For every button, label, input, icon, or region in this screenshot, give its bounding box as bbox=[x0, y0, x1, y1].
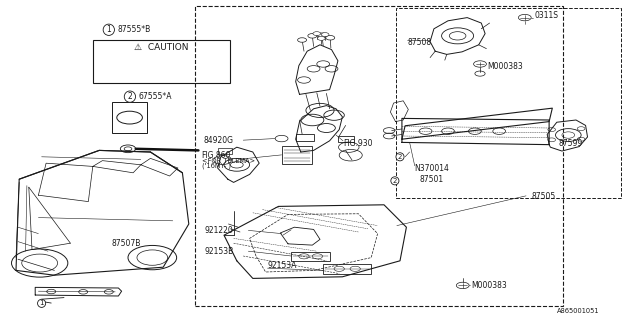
Bar bbox=[396, 8, 621, 198]
Text: 92153A: 92153A bbox=[268, 261, 297, 270]
Circle shape bbox=[326, 36, 335, 40]
Text: FIG.860: FIG.860 bbox=[202, 151, 231, 160]
Circle shape bbox=[317, 33, 326, 37]
Text: 2: 2 bbox=[393, 178, 397, 184]
Text: FIG.930: FIG.930 bbox=[343, 139, 372, 148]
Text: A865001051: A865001051 bbox=[557, 308, 599, 314]
Bar bbox=[93, 40, 230, 83]
Text: 87508: 87508 bbox=[407, 38, 431, 47]
Text: 92153B: 92153B bbox=[205, 247, 234, 256]
Text: <FOR TELEMA>: <FOR TELEMA> bbox=[202, 158, 255, 164]
Text: 87507B: 87507B bbox=[112, 239, 141, 248]
Bar bbox=[291, 252, 330, 261]
Circle shape bbox=[313, 32, 321, 36]
Bar bbox=[112, 102, 147, 133]
Text: 921220: 921220 bbox=[205, 226, 234, 235]
Text: ('16MY- ): ('16MY- ) bbox=[202, 163, 230, 169]
Bar bbox=[338, 136, 354, 142]
Text: 87599: 87599 bbox=[558, 139, 582, 148]
Text: 87555*B: 87555*B bbox=[117, 25, 150, 34]
Circle shape bbox=[317, 36, 325, 40]
Text: 1: 1 bbox=[39, 300, 44, 306]
Text: 1: 1 bbox=[106, 25, 111, 34]
Circle shape bbox=[308, 34, 317, 38]
Bar bbox=[218, 148, 232, 154]
Bar bbox=[195, 6, 563, 306]
Bar bbox=[282, 146, 312, 164]
Text: 87501: 87501 bbox=[419, 175, 444, 184]
Text: 2: 2 bbox=[398, 154, 402, 160]
Text: 67555*A: 67555*A bbox=[139, 92, 172, 101]
Text: 2: 2 bbox=[127, 92, 132, 101]
Bar bbox=[323, 264, 371, 274]
Circle shape bbox=[298, 38, 307, 42]
Text: M000383: M000383 bbox=[472, 281, 508, 290]
Text: M000383: M000383 bbox=[488, 62, 524, 71]
Circle shape bbox=[275, 135, 288, 142]
Text: ⚠  CAUTION: ⚠ CAUTION bbox=[134, 43, 189, 52]
Text: 0311S: 0311S bbox=[534, 11, 558, 20]
Text: N370014: N370014 bbox=[415, 164, 449, 173]
Text: 84920G: 84920G bbox=[204, 136, 234, 145]
Circle shape bbox=[321, 33, 329, 36]
Text: 87505: 87505 bbox=[531, 192, 556, 201]
Bar bbox=[296, 134, 314, 141]
